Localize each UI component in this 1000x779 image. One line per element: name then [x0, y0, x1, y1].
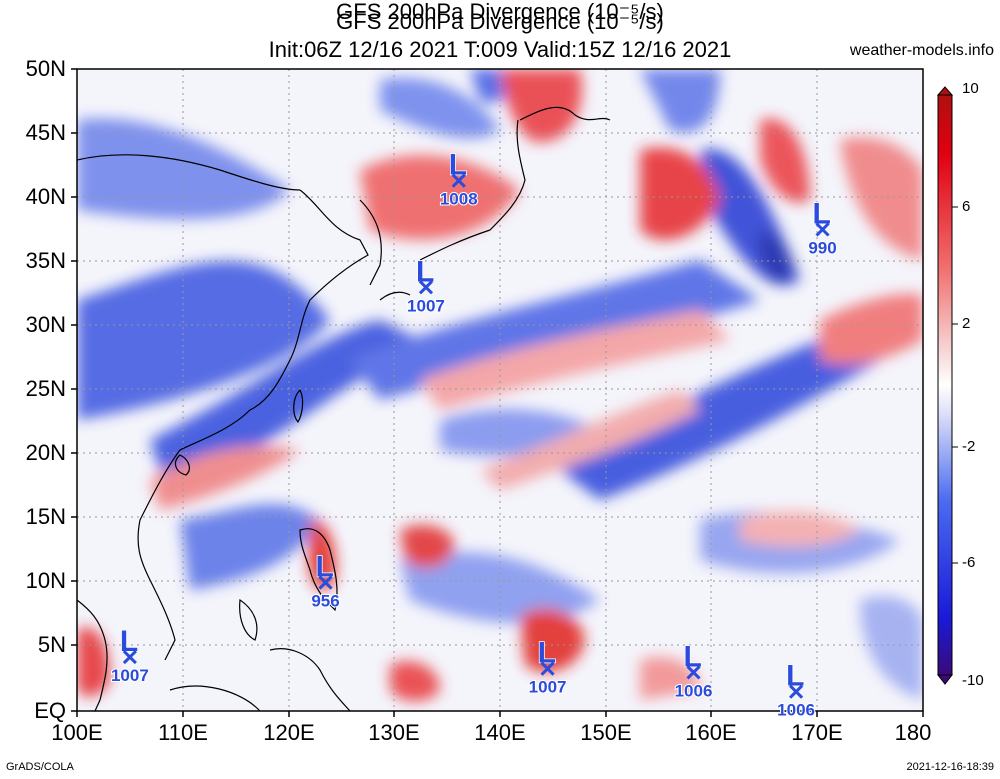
lat-label: 45N [25, 120, 66, 145]
colorbar-label: -10 [962, 672, 984, 689]
low-pressure-value: 1007 [529, 678, 567, 697]
timestamp-label: 2021-12-16-18:39 [906, 761, 994, 773]
low-letter: L [813, 198, 831, 231]
low-center-icon [540, 661, 555, 676]
website-label: weather-models.info [849, 42, 994, 59]
low-center-icon [318, 575, 333, 590]
lon-label: 100E [51, 720, 103, 745]
low-marker: L 1007 [110, 624, 150, 686]
low-marker: L 1006 [776, 659, 816, 721]
low-center-icon [686, 665, 701, 680]
lat-label: 20N [25, 440, 66, 465]
lon-label: 110E [158, 720, 208, 745]
lat-label: 5N [37, 632, 66, 657]
low-pressure-value: 1006 [777, 701, 815, 720]
lat-label: 35N [25, 248, 66, 273]
lat-label: 40N [25, 184, 66, 209]
low-pressure-value: 1006 [675, 681, 713, 700]
low-marker: L 990 [807, 197, 837, 259]
lat-label: 10N [25, 568, 66, 593]
low-pressure-value: 990 [808, 239, 836, 258]
low-marker: L 1007 [528, 636, 568, 698]
low-pressure-value: 1008 [440, 190, 478, 209]
low-center-icon [418, 280, 434, 295]
lat-label: 25N [25, 376, 66, 401]
low-center-icon [451, 173, 466, 188]
low-center-icon [815, 222, 830, 237]
low-center-icon [122, 650, 137, 665]
colorbar [936, 86, 958, 685]
grid-lines [77, 69, 923, 711]
lon-label: 160E [685, 720, 737, 745]
lat-label: 15N [25, 504, 66, 529]
low-letter: L [684, 640, 702, 673]
tick-marks [71, 68, 924, 717]
low-pressure-value: 1007 [407, 296, 445, 315]
map-subtitle: Init:06Z 12/16 2021 T:009 Valid:15Z 12/1… [268, 37, 732, 62]
lat-label: 50N [25, 56, 66, 81]
map-title: GFS 200hPa Divergence (10⁻⁵/s) [336, 9, 664, 34]
colorbar-label: 10 [962, 80, 979, 97]
lon-label: 170E [791, 720, 843, 745]
divergence-field [77, 69, 923, 702]
low-marker: L 956 [310, 550, 340, 612]
colorbar-label: -2 [962, 438, 976, 455]
low-letter: L [449, 149, 467, 182]
colorbar-label: 6 [962, 198, 971, 215]
low-pressure-markers: L 1008 L 1007 L 990 L 956 L 1007 L 1007 L 1006 L 1006 [110, 148, 838, 721]
coastlines [76, 106, 611, 712]
low-letter: L [316, 551, 334, 584]
low-letter: L [538, 637, 556, 670]
lon-label: 130E [368, 720, 420, 745]
colorbar-label: 2 [962, 315, 971, 332]
lat-label: EQ [34, 698, 66, 723]
title-line-1: GFS 200hPa Divergence (10⁻⁵/s) [336, 0, 664, 24]
low-letter: L [786, 660, 804, 693]
low-pressure-value: 956 [311, 592, 339, 611]
low-letter: L [416, 255, 434, 288]
credit-label: GrADS/COLA [6, 761, 74, 773]
lon-label: 150E [580, 720, 632, 745]
low-letter: L [120, 625, 138, 658]
low-marker: L 1008 [439, 148, 479, 210]
low-marker: L 1007 [406, 255, 446, 317]
lat-label: 30N [25, 312, 66, 337]
lon-label: 120E [263, 720, 315, 745]
low-marker: L 1006 [674, 640, 714, 702]
lon-label: 180 [894, 720, 932, 745]
lon-label: 140E [474, 720, 526, 745]
colorbar-label: -6 [962, 554, 976, 571]
low-pressure-value: 1007 [111, 666, 149, 685]
low-center-icon [789, 684, 804, 699]
